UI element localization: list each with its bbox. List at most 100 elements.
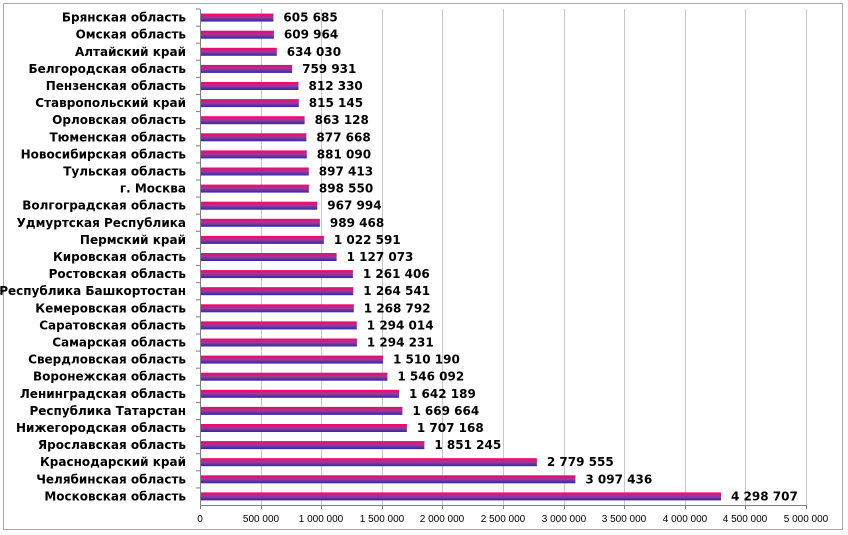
bar [201,389,399,398]
bar [201,458,537,467]
bar [201,184,309,193]
bar [201,338,357,347]
bar [201,133,307,142]
value-label: 1 642 189 [409,387,476,401]
value-label: 1 546 092 [397,370,464,384]
value-label: 1 022 591 [334,233,401,247]
category-label: Новосибирская область [21,147,187,161]
value-label: 1 510 190 [393,353,460,367]
category-label: Ставропольский край [35,96,186,110]
value-label: 759 931 [302,62,356,76]
category-label: Ярославская область [38,438,186,452]
bar [201,475,576,484]
x-tick-label: 500 000 [243,514,280,525]
bar [201,201,318,210]
category-label: Республика Татарстан [29,404,186,418]
x-tick-label: 2 000 000 [420,514,465,525]
gridlines [261,9,807,505]
category-label: Самарская область [52,336,186,350]
value-label: 1 669 664 [412,404,479,418]
value-label: 1 261 406 [363,267,430,281]
value-label: 2 779 555 [547,455,614,469]
x-tick-label: 5 000 000 [784,514,829,525]
category-label: Ленинградская область [20,387,187,401]
value-labels: 605 685 609 964 634 030 759 931 812 330 815 1… [283,11,797,504]
x-tick-label: 3 500 000 [602,514,647,525]
bar [201,321,357,330]
value-label: 1 707 168 [417,421,484,435]
value-label: 605 685 [283,11,337,25]
x-tick-label: 3 000 000 [542,514,587,525]
bar [201,355,383,364]
value-label: 967 994 [327,199,381,213]
category-label: Тульская область [63,165,186,179]
bar [201,253,337,261]
bar [201,424,407,432]
value-label: 812 330 [309,79,363,93]
x-tick-label: 1 000 000 [299,514,344,525]
category-label: Саратовская область [39,318,186,332]
x-tick-label: 1 500 000 [360,514,405,525]
value-label: 989 468 [330,216,384,230]
value-label: 1 851 245 [434,438,501,452]
x-tick-label: 0 [197,514,203,525]
bar [201,304,354,313]
value-label: 1 294 231 [367,336,434,350]
x-axis: 0 500 000 1 000 000 1 500 000 2 000 000 2 500… [196,8,829,525]
category-label: Московская область [44,489,186,503]
x-tick-label: 4 000 000 [663,514,708,525]
value-label: 1 268 792 [364,301,431,315]
value-label: 634 030 [287,45,341,59]
bars [201,13,721,501]
bar [201,235,324,244]
category-label: г. Москва [120,182,186,196]
category-label: Кировская область [53,250,186,264]
category-label: Брянская область [62,11,187,25]
category-label: Удмуртская Республика [17,216,186,230]
bar [201,441,425,450]
category-label: Республика Башкортостан [0,284,186,298]
value-label: 897 413 [319,165,373,179]
bar [201,270,353,279]
category-labels: Брянская область Омская область Алтайский … [0,11,186,504]
value-label: 1 127 073 [347,250,414,264]
category-label: Кемеровская область [35,301,186,315]
bar [201,64,293,73]
category-label: Тюменская область [50,130,187,144]
category-label: Краснодарский край [40,455,186,469]
bar [201,150,307,159]
category-label: Пензенская область [46,79,187,93]
x-tick-label: 2 500 000 [481,514,526,525]
category-label: Нижегородская область [16,421,186,435]
category-label: Белгородская область [28,62,186,76]
category-label: Пермский край [80,233,186,247]
x-tick-label: 4 500 000 [723,514,768,525]
category-label: Челябинская область [36,472,186,486]
bar [201,287,354,296]
value-label: 877 668 [316,130,370,144]
bar [201,218,320,227]
bar [201,30,274,39]
category-label: Омская область [76,28,187,42]
bar [201,167,309,176]
value-label: 4 298 707 [731,489,798,503]
value-label: 881 090 [317,147,371,161]
value-label: 815 145 [309,96,363,110]
value-label: 898 550 [319,182,373,196]
category-label: Ростовская область [49,267,187,281]
category-label: Волгоградская область [22,199,186,213]
bar [201,406,403,415]
bar [201,492,721,501]
bar [201,47,277,56]
bar [201,13,274,22]
bar [201,372,388,381]
category-label: Орловская область [52,113,186,127]
value-label: 3 097 436 [585,472,652,486]
category-label: Воронежская область [33,370,186,384]
value-label: 863 128 [315,113,369,127]
value-label: 1 294 014 [367,318,434,332]
category-label: Алтайский край [75,45,186,59]
category-label: Свердловская область [28,353,186,367]
value-label: 1 264 541 [363,284,430,298]
